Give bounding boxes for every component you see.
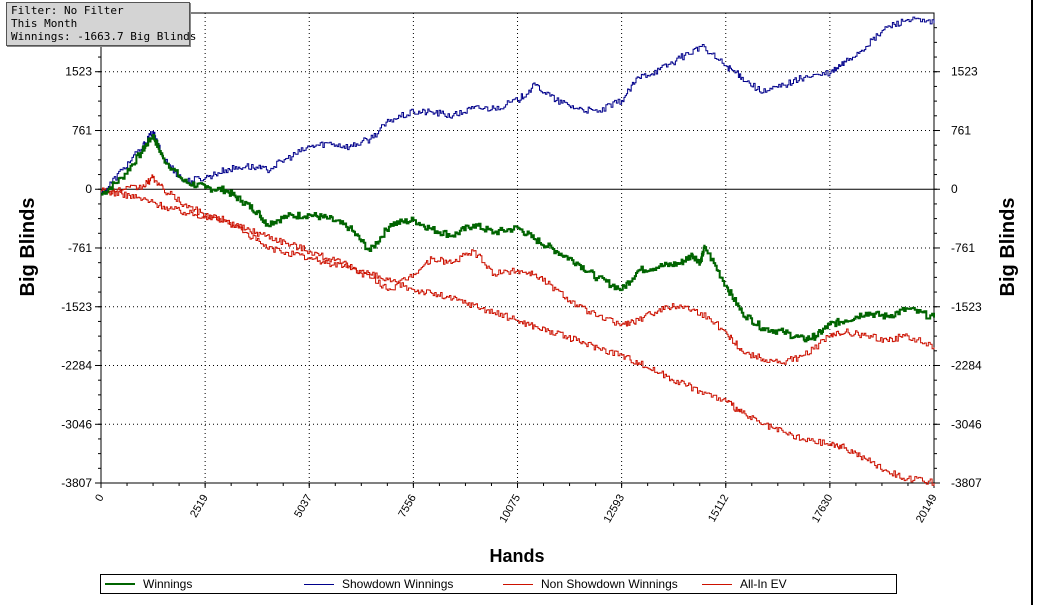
legend-label-allin-ev: All-In EV [740,577,787,591]
y-tick-label-left: -2284 [61,358,92,372]
window-edge [1031,0,1033,605]
x-tick-label: 2519 [188,493,211,520]
series-line-winnings [101,134,935,343]
y-tick-label-left: -761 [68,241,92,255]
y-tick-label-left: -3046 [61,417,92,431]
x-tick-label: 5037 [292,493,315,520]
y-tick-label-left: 761 [72,124,92,138]
legend-label-winnings: Winnings [143,577,193,591]
y-tick-label-left: 0 [85,182,92,196]
x-tick-label: 12593 [602,493,628,525]
legend-item-allin-ev: All-In EV [702,575,787,593]
x-tick-label: 17630 [810,493,836,525]
y-tick-label-right: -3046 [951,417,982,431]
y-tick-label-right: 761 [951,124,971,138]
legend: Winnings Showdown Winnings Non Showdown … [100,574,897,594]
y-tick-label-right: -2284 [951,358,982,372]
series-line-all-in-ev [101,174,935,365]
legend-swatch-allin-ev [702,583,732,585]
x-tick-label: 7556 [396,493,419,520]
y-tick-label-right: -761 [951,241,975,255]
y-axis-title-left: Big Blinds [17,198,39,297]
legend-swatch-non-showdown [503,583,533,585]
x-tick-label: 20149 [914,493,940,525]
y-tick-label-right: 1523 [951,65,978,79]
y-tick-label-left: 1523 [65,65,92,79]
x-tick-label: 0 [93,493,106,504]
y-tick-label-right: 0 [951,182,958,196]
y-tick-label-right: -1523 [951,300,982,314]
legend-item-showdown: Showdown Winnings [304,575,453,593]
filter-label: Filter: No Filter [11,4,124,17]
y-axis-title-right: Big Blinds [997,198,1019,297]
winnings-summary: Winnings: -1663.7 Big Blinds [11,30,197,43]
y-tick-label-left: -3807 [61,476,92,490]
x-tick-label: 10075 [497,493,523,525]
series-line-non-showdown-winnings [101,187,935,486]
axis-ticks: 0 2519 5037 7556 10075 12593 15112 17630 20149 15… [61,27,982,525]
grid-lines [101,13,934,484]
x-axis-title: Hands [489,546,544,566]
x-tick-label: 15112 [706,493,731,525]
y-tick-label-right: -3807 [951,476,982,490]
legend-swatch-showdown [304,583,334,585]
series-line-showdown-winnings [101,16,935,196]
period-label: This Month [11,17,78,30]
legend-label-non-showdown: Non Showdown Winnings [541,577,678,591]
legend-label-showdown: Showdown Winnings [342,577,454,591]
legend-swatch-winnings [105,583,135,585]
series-layer [101,16,935,486]
filter-info-box: Filter: No Filter This Month Winnings: -… [6,2,197,46]
y-tick-label-left: -1523 [61,300,92,314]
legend-item-non-showdown: Non Showdown Winnings [503,575,678,593]
legend-item-winnings: Winnings [105,575,192,593]
